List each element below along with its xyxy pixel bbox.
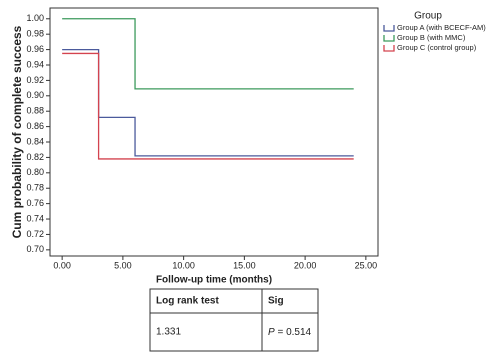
y-tick-label: 0.80: [26, 167, 44, 177]
y-tick-label: 0.86: [26, 121, 44, 131]
table-frame: [149, 288, 319, 352]
legend-swatch: [383, 25, 395, 32]
legend-label: Group A (with BCECF-AM): [397, 23, 486, 32]
plot-frame: [49, 7, 379, 257]
survival-curve: [62, 52, 354, 160]
y-tick-label: 0.70: [26, 244, 44, 254]
legend-label: Group C (control group): [397, 43, 477, 52]
table-cell: P = 0.514: [268, 327, 312, 338]
x-tick-label: 25.00: [355, 260, 378, 270]
y-tick-label: 0.92: [26, 75, 44, 85]
y-tick-label: 0.84: [26, 136, 44, 146]
y-tick-label: 0.94: [26, 59, 44, 69]
y-tick-label: 0.82: [26, 152, 44, 162]
legend-label: Group B (with MMC): [397, 33, 466, 42]
x-axis-title: Follow-up time (months): [156, 275, 272, 286]
survival-curve: [62, 18, 354, 90]
y-tick-label: 0.72: [26, 229, 44, 239]
table-header: Log rank test: [156, 296, 219, 307]
y-tick-label: 1.00: [26, 13, 44, 23]
legend-swatch: [383, 45, 395, 52]
legend-swatch: [383, 35, 395, 42]
x-tick-label: 10.00: [172, 260, 195, 270]
table-cell: 1.331: [156, 327, 181, 338]
x-tick-label: 20.00: [294, 260, 317, 270]
x-tick-label: 0.00: [53, 260, 71, 270]
y-tick-label: 0.98: [26, 29, 44, 39]
y-tick-label: 0.90: [26, 90, 44, 100]
sig-value: = 0.514: [277, 327, 311, 338]
y-tick-label: 0.78: [26, 183, 44, 193]
x-tick-label: 5.00: [114, 260, 132, 270]
y-axis-title: Cum probability of complete success: [10, 25, 24, 238]
survival-curve: [62, 48, 354, 157]
sig-symbol: P: [268, 327, 275, 338]
table-header: Sig: [268, 296, 284, 307]
y-tick-label: 0.88: [26, 106, 44, 116]
legend-title: Group: [414, 11, 442, 22]
x-tick-label: 15.00: [233, 260, 256, 270]
y-tick-label: 0.74: [26, 213, 44, 223]
y-tick-label: 0.76: [26, 198, 44, 208]
stats-table: Log rank test Sig 1.331 P = 0.514: [149, 288, 319, 352]
y-tick-label: 0.96: [26, 44, 44, 54]
